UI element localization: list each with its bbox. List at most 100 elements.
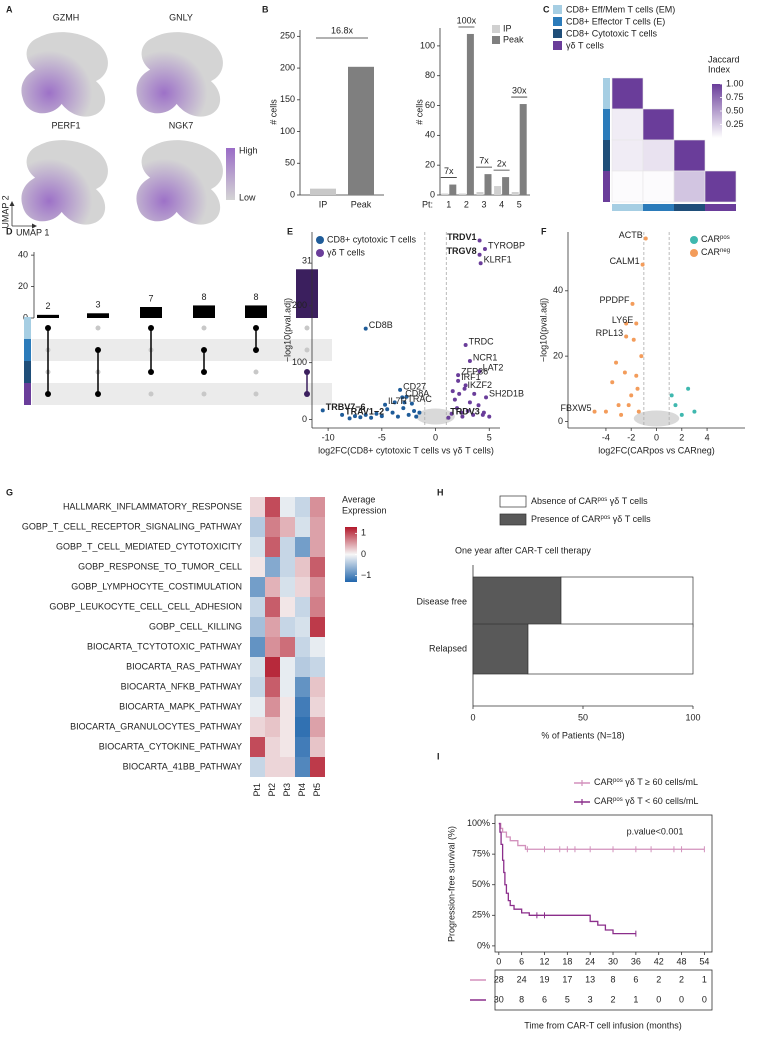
heat-cell — [310, 537, 325, 557]
heat-cell — [310, 717, 325, 737]
heat-cell — [250, 757, 265, 777]
y-tick-label: 100 — [420, 40, 435, 50]
x-tick-label: 2 — [679, 432, 684, 442]
y-tick-label: 50 — [285, 158, 295, 168]
x-tick-label: IP — [319, 199, 328, 209]
point — [374, 411, 379, 416]
legend-swatch — [553, 17, 562, 26]
x-tick-label: 2 — [464, 199, 469, 209]
point — [379, 414, 384, 419]
heat-cell — [310, 757, 325, 777]
heat-cell — [295, 637, 310, 657]
axis-label: # cells — [268, 99, 278, 125]
point — [452, 397, 457, 402]
umap-expression — [21, 140, 108, 225]
colorbar — [712, 84, 722, 138]
row-annotation — [603, 78, 610, 109]
panel-label: B — [262, 4, 269, 14]
point-label: ZFP36 — [461, 367, 488, 377]
legend-swatch — [499, 495, 527, 508]
colorbar-tick-label: 1.00 — [726, 78, 744, 88]
point-label: TYROBP — [488, 240, 525, 250]
matrix-dot — [45, 325, 51, 331]
point-label: IKZF2 — [468, 380, 493, 390]
point — [449, 411, 454, 416]
point — [456, 373, 461, 378]
heat-cell — [310, 617, 325, 637]
point — [610, 380, 615, 385]
x-tick-label: 4 — [499, 199, 504, 209]
point — [463, 383, 468, 388]
point — [639, 354, 644, 359]
legend-label: Presence of CARpos γδ T cells — [531, 514, 651, 524]
heat-cell — [280, 677, 295, 697]
point-label: LAT2 — [483, 363, 504, 373]
heat-cell — [280, 537, 295, 557]
panel-label: F — [541, 226, 547, 236]
point — [603, 409, 608, 414]
heat-cell — [280, 757, 295, 777]
risk-count: 6 — [633, 974, 638, 984]
heat-cell — [250, 517, 265, 537]
point — [363, 412, 368, 417]
point — [463, 343, 468, 348]
heat-cell — [295, 577, 310, 597]
panel-label: D — [6, 226, 13, 236]
axis-label: # cells — [414, 99, 424, 125]
heat-cell — [250, 637, 265, 657]
point — [467, 400, 472, 405]
y-tick-label: 40 — [425, 130, 435, 140]
y-tick-label: 200 — [280, 62, 295, 72]
legend-dot — [316, 236, 324, 244]
nonsig-cloud — [416, 408, 455, 425]
legend-label: CARpos γδ T < 60 cells/mL — [594, 796, 698, 806]
bar — [348, 66, 374, 195]
col-annotation — [612, 204, 643, 211]
matrix-dot-empty — [304, 347, 310, 353]
panel-label: I — [437, 751, 440, 761]
annotation: 7x — [444, 166, 454, 176]
point — [482, 247, 487, 252]
point — [629, 393, 634, 398]
heat-cell — [295, 537, 310, 557]
colorbar-title: Index — [708, 64, 731, 74]
value-label: 2 — [45, 301, 50, 311]
matrix-dot — [148, 325, 154, 331]
heat-cell — [250, 597, 265, 617]
nonsig-cloud — [633, 410, 680, 427]
set-strip — [24, 339, 31, 361]
risk-count: 5 — [565, 994, 570, 1004]
point-label: SH2D1B — [489, 389, 524, 399]
bar — [37, 314, 59, 318]
annotation: 16.8x — [331, 25, 354, 35]
bar — [511, 192, 519, 195]
y-tick-label: 0 — [302, 414, 307, 424]
row-shade — [32, 339, 332, 361]
y-tick-label: 40 — [553, 285, 563, 295]
point — [390, 410, 395, 415]
legend-label-part: neg — [720, 248, 730, 254]
risk-count: 1 — [633, 994, 638, 1004]
axis-label: Time from CAR-T cell infusion (months) — [524, 1020, 682, 1030]
matrix-dot — [253, 347, 259, 353]
legend-label: CD8+ Eff/Mem T cells (EM) — [566, 4, 675, 14]
point-label: FBXW5 — [561, 403, 592, 413]
matrix-dot-empty — [148, 391, 154, 397]
y-tick-label: 100 — [280, 126, 295, 136]
heat-cell — [611, 108, 644, 141]
point-label: PPDPF — [599, 295, 630, 305]
x-prefix: Pt: — [422, 199, 433, 209]
point-label: TRAV1−2 — [345, 406, 384, 416]
point — [358, 415, 363, 420]
row-annotation — [603, 171, 610, 202]
point — [406, 412, 411, 417]
heat-cell — [295, 657, 310, 677]
legend-label-part: pos — [720, 235, 730, 241]
axis-label: −log10(pval.adj) — [538, 298, 548, 362]
y-tick-label: 150 — [280, 94, 295, 104]
heat-cell — [642, 108, 675, 141]
legend-label-part: pos — [598, 497, 608, 503]
heat-cell — [280, 517, 295, 537]
heat-cell — [265, 617, 280, 637]
point — [363, 326, 368, 331]
